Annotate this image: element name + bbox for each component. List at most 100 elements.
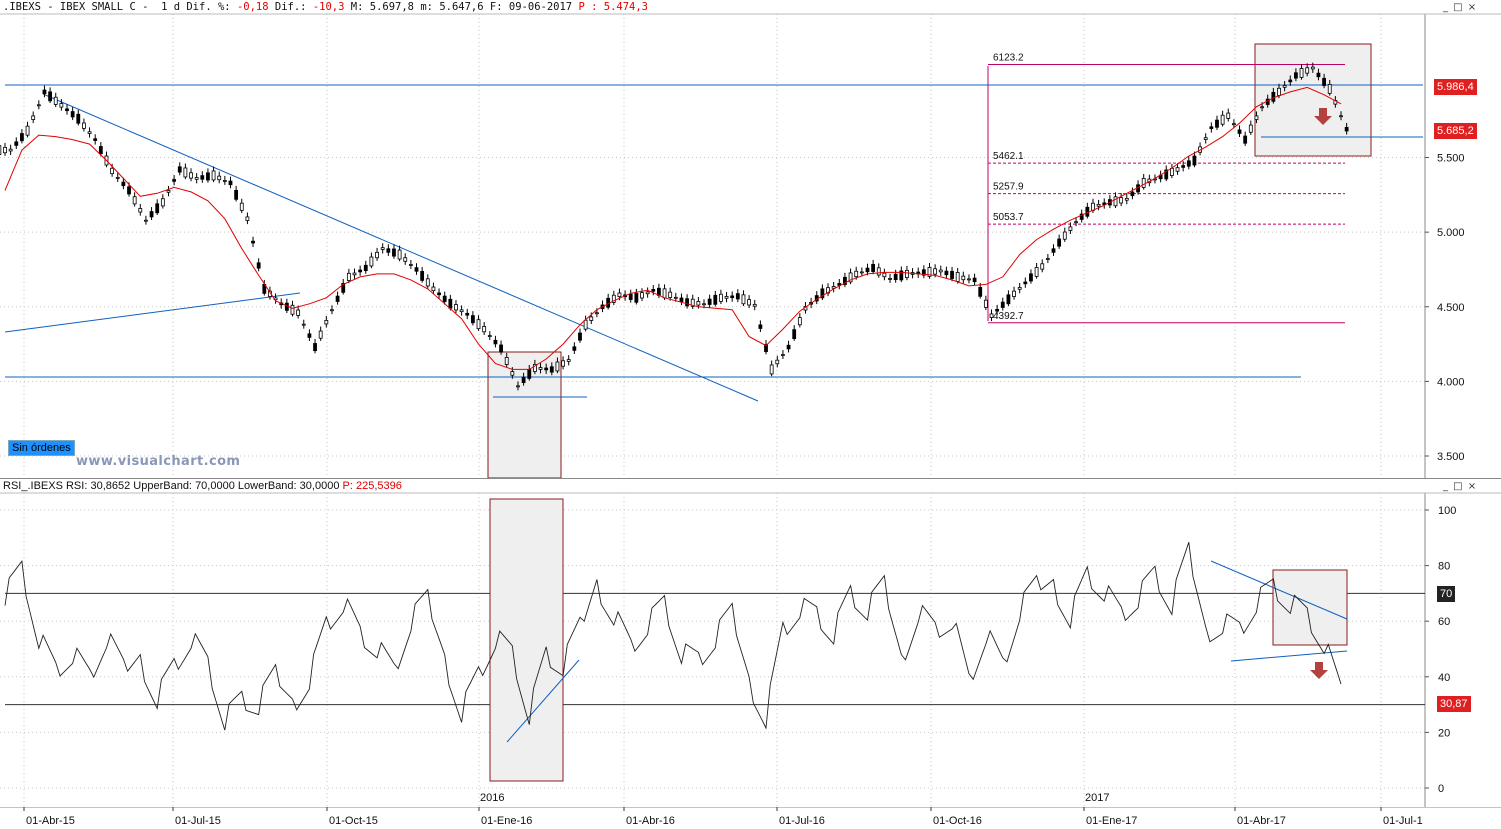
header-sep: - bbox=[40, 1, 60, 13]
price-candle bbox=[831, 286, 836, 289]
price-candle bbox=[1243, 135, 1248, 144]
price-candle bbox=[747, 299, 752, 306]
price-candle bbox=[792, 329, 797, 340]
time-tick-label: 01-Jul-16 bbox=[779, 815, 825, 827]
price-candle bbox=[138, 208, 143, 213]
rsi-chart[interactable]: 0 20 40 60 80 100 bbox=[0, 479, 1501, 807]
price-y-tick-label: 5.500 bbox=[1437, 153, 1465, 165]
orders-button[interactable]: Sin órdenes bbox=[8, 440, 75, 456]
time-tick-label: 01-Oct-15 bbox=[329, 815, 378, 827]
price-candle bbox=[149, 211, 154, 218]
rsi-header: RSI_.IBEXS RSI: 30,8652 UpperBand: 70,00… bbox=[3, 480, 402, 492]
time-tick-label: 01-Abr-17 bbox=[1237, 815, 1286, 827]
down-arrow-icon bbox=[1314, 108, 1332, 125]
rsi-pane[interactable]: 0 20 40 60 80 100 RSI_.IBEXS RSI: 30,8652 Upp… bbox=[0, 479, 1501, 807]
price-candle bbox=[1294, 72, 1298, 79]
price-candle bbox=[70, 111, 75, 118]
price-candle bbox=[93, 138, 98, 141]
time-tick-label: 01-Ene-17 bbox=[1086, 815, 1137, 827]
price-candle bbox=[183, 167, 188, 178]
price-candle bbox=[482, 326, 487, 333]
price-candle bbox=[1124, 198, 1129, 201]
price-candle bbox=[781, 354, 785, 356]
price-candle bbox=[53, 96, 58, 105]
price-candle bbox=[882, 272, 887, 278]
price-candle bbox=[465, 312, 470, 316]
time-tick-label: 01-Jul-1 bbox=[1383, 815, 1423, 827]
price-candle bbox=[938, 269, 943, 273]
price-candle bbox=[1119, 197, 1124, 204]
p-label: P : bbox=[578, 1, 598, 13]
price-candle bbox=[1040, 263, 1045, 270]
price-candle bbox=[741, 294, 746, 305]
price-candle bbox=[1164, 169, 1169, 180]
year-label-2017: 2017 bbox=[1085, 792, 1110, 804]
price-candle bbox=[544, 367, 549, 371]
price-candle bbox=[549, 366, 554, 373]
time-tick-label: 01-Jul-15 bbox=[175, 815, 221, 827]
fib-level-label: 6123.2 bbox=[993, 53, 1024, 64]
price-candle bbox=[978, 286, 983, 297]
rsi-window-controls[interactable]: _ □ × bbox=[1443, 481, 1478, 492]
price-candle bbox=[82, 122, 86, 129]
price-candle bbox=[352, 272, 357, 276]
max-value: 5.697,8 bbox=[369, 1, 415, 13]
window-controls[interactable]: _ □ × bbox=[1443, 2, 1478, 13]
trend-line bbox=[4, 292, 301, 333]
price-candle bbox=[1096, 203, 1101, 207]
price-candle bbox=[476, 319, 481, 330]
price-candle bbox=[719, 293, 723, 302]
price-candle bbox=[1203, 137, 1208, 140]
price-header: .IBEXS - IBEX SMALL C - 1 d Dif. %: -0,1… bbox=[3, 1, 648, 13]
dif-value: -10,3 bbox=[312, 1, 345, 13]
dif-label: Dif.: bbox=[274, 1, 307, 13]
pane-divider[interactable] bbox=[0, 478, 1501, 479]
price-candle bbox=[955, 272, 960, 282]
price-candle bbox=[611, 294, 616, 303]
price-candle bbox=[640, 292, 644, 299]
price-candle bbox=[1034, 267, 1039, 277]
price-candle bbox=[442, 295, 447, 302]
price-candle bbox=[521, 376, 526, 383]
price-candle bbox=[200, 175, 205, 180]
price-candle bbox=[59, 103, 64, 108]
time-tick-label: 01-Abr-15 bbox=[26, 815, 75, 827]
price-candle bbox=[448, 298, 453, 309]
price-candle bbox=[893, 273, 898, 281]
time-tick-label: 01-Ene-16 bbox=[481, 815, 532, 827]
price-candle bbox=[228, 180, 233, 186]
price-candle bbox=[1062, 231, 1067, 240]
price-candle bbox=[1175, 167, 1180, 172]
price-candle bbox=[995, 308, 1000, 312]
price-candle bbox=[1113, 196, 1118, 207]
price-candle bbox=[752, 303, 757, 307]
price-candle bbox=[172, 179, 177, 182]
price-pane[interactable]: 3.500 4.000 4.500 5.000 5.500 6123.2 5462.1 525… bbox=[0, 0, 1501, 478]
rsi-p-label: P: bbox=[342, 480, 353, 492]
price-candle bbox=[685, 298, 689, 307]
price-candle bbox=[301, 323, 306, 326]
rsi-down-arrow-icon bbox=[1310, 662, 1328, 679]
price-candle bbox=[76, 113, 81, 124]
price-candle bbox=[375, 251, 379, 259]
min-value: 5.647,6 bbox=[439, 1, 484, 13]
time-axis[interactable]: 01-Abr-15 01-Jul-15 01-Oct-15 01-Ene-16 01-A… bbox=[0, 807, 1501, 829]
price-candle bbox=[110, 167, 115, 175]
price-candle bbox=[561, 360, 565, 367]
price-candle bbox=[251, 240, 255, 244]
price-candle bbox=[1186, 160, 1191, 167]
price-candle bbox=[764, 344, 768, 353]
price-candle bbox=[189, 172, 193, 179]
ma-price-tag: 5.986,4 bbox=[1434, 79, 1477, 95]
price-candle bbox=[318, 330, 323, 339]
rsi-y-tick-label: 0 bbox=[1438, 783, 1444, 795]
rsi-trend-line bbox=[1230, 650, 1348, 662]
bottom-zone-box bbox=[487, 351, 562, 478]
price-chart[interactable]: 3.500 4.000 4.500 5.000 5.500 6123.2 5462.1 525… bbox=[0, 0, 1501, 478]
price-candle bbox=[48, 91, 52, 102]
price-candle bbox=[927, 267, 932, 277]
rsi-y-tick-label: 40 bbox=[1438, 672, 1450, 684]
price-candle bbox=[1310, 66, 1315, 70]
price-candle bbox=[155, 203, 160, 214]
price-candle bbox=[1282, 85, 1287, 88]
